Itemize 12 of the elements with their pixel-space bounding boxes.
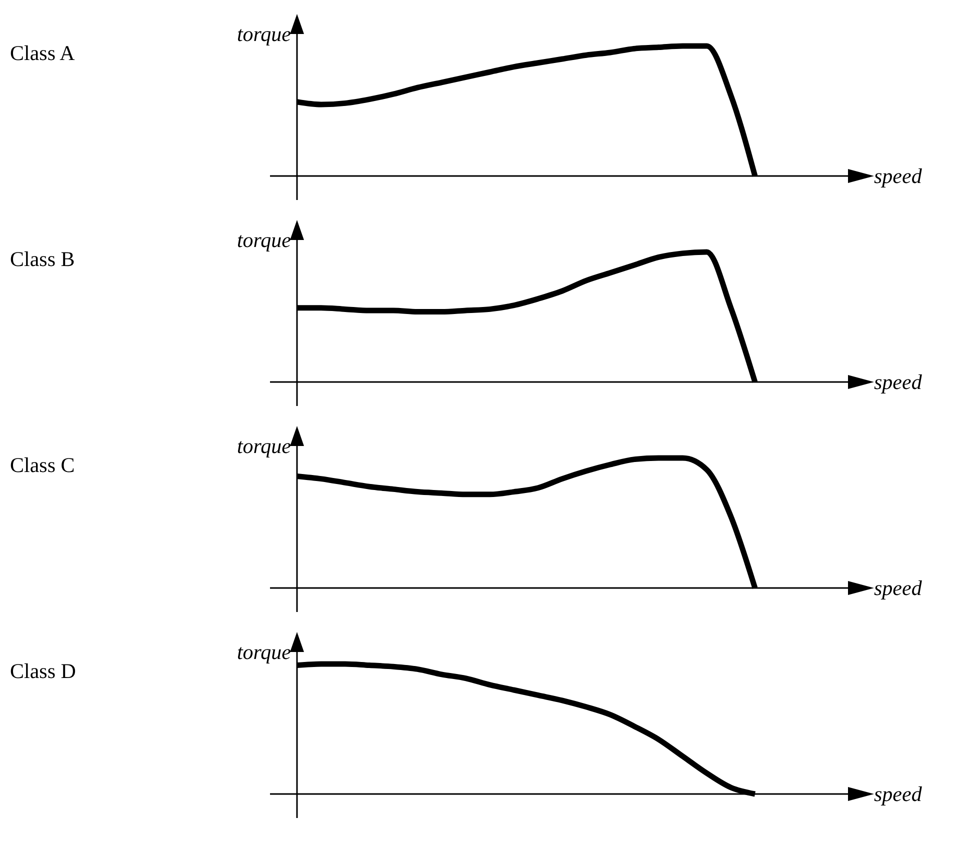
y-axis-title: torque — [236, 640, 291, 664]
text: Class D — [10, 659, 76, 683]
y-axis-title: torque — [236, 434, 291, 458]
x-axis-title: speed — [874, 576, 922, 600]
text: Class A — [10, 41, 76, 65]
x-axis-title: speed — [874, 164, 922, 188]
text: Class C — [10, 453, 75, 477]
x-axis-title: speed — [874, 782, 922, 806]
text: Class B — [10, 247, 75, 271]
y-axis-title: torque — [236, 22, 291, 46]
x-axis-title: speed — [874, 370, 922, 394]
y-axis-title: torque — [236, 228, 291, 252]
